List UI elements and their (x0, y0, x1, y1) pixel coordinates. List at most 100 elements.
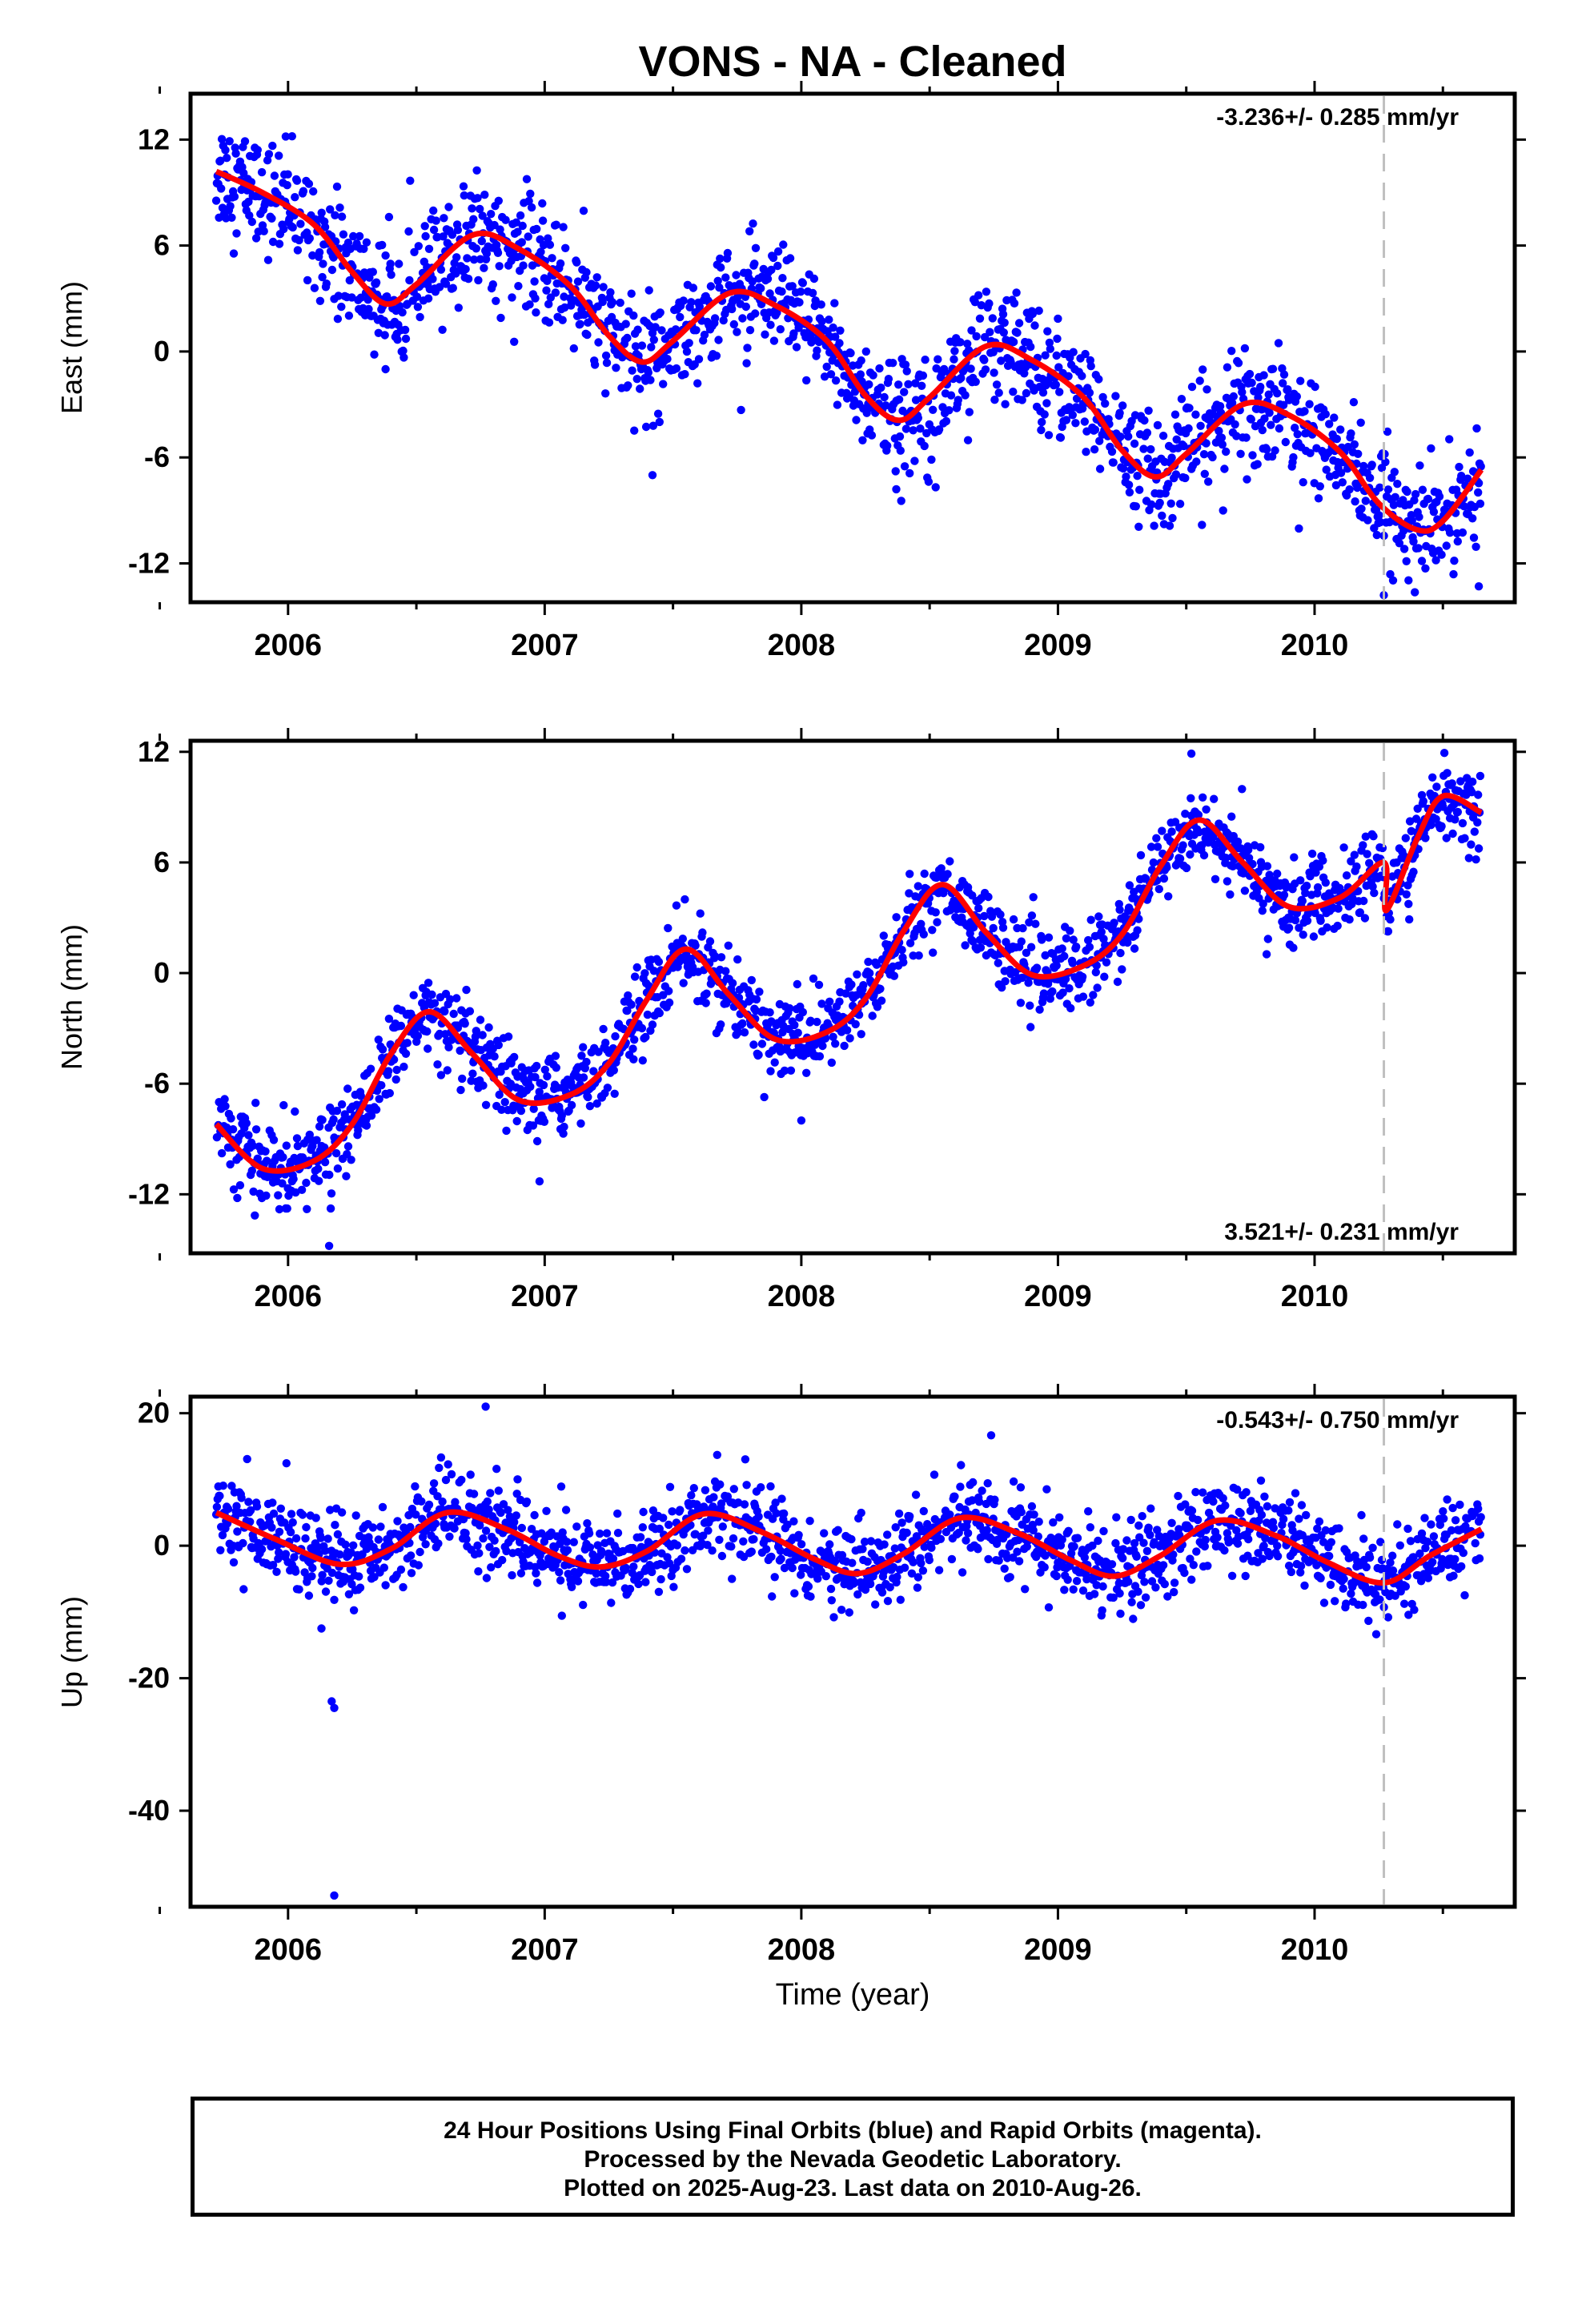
east-data-point (495, 262, 504, 271)
north-data-point (343, 1150, 351, 1159)
up-data-point (492, 1546, 500, 1556)
east-data-point (395, 259, 404, 268)
up-data-point (1139, 1538, 1148, 1547)
east-data-point (1196, 421, 1205, 430)
up-data-point (1201, 1535, 1210, 1545)
up-data-point (863, 1557, 872, 1566)
east-data-point (413, 303, 423, 312)
up-data-point (900, 1563, 909, 1572)
north-data-point (340, 1110, 349, 1119)
north-data-point (540, 1117, 549, 1127)
up-data-point (556, 1482, 566, 1491)
up-data-point (1375, 1595, 1384, 1604)
north-model-curve (214, 792, 1483, 1174)
north-data-point (400, 1062, 408, 1072)
north-data-point (851, 1019, 860, 1029)
east-data-point (1165, 521, 1174, 530)
up-data-point (239, 1538, 247, 1548)
up-data-point (396, 1565, 406, 1574)
up-data-point (638, 1523, 647, 1532)
up-data-point (1386, 1558, 1395, 1567)
east-data-point (1085, 388, 1094, 397)
east-data-point (1306, 448, 1315, 457)
up-data-point (889, 1562, 898, 1572)
north-data-point (279, 1100, 288, 1110)
east-data-point (317, 208, 326, 217)
north-data-point (1167, 827, 1176, 836)
north-data-point (531, 1072, 540, 1082)
north-data-point (516, 1106, 526, 1116)
east-data-point (601, 351, 611, 360)
north-data-point (449, 1009, 458, 1019)
east-data-point (428, 275, 437, 283)
east-data-point (980, 356, 989, 364)
east-data-point (384, 212, 394, 222)
up-data-point (1291, 1489, 1300, 1498)
north-data-point (248, 1141, 257, 1150)
east-data-point (865, 380, 873, 389)
up-data-point (275, 1527, 284, 1537)
north-data-point (1027, 911, 1037, 920)
up-data-point (1362, 1562, 1371, 1572)
north-data-point (502, 1126, 511, 1136)
up-data-point (1415, 1549, 1424, 1558)
north-data-point (1211, 875, 1220, 884)
north-data-point (1158, 826, 1166, 835)
up-data-point (1098, 1582, 1107, 1591)
north-data-point (876, 984, 885, 994)
east-data-point (901, 360, 910, 369)
east-data-point (850, 388, 860, 396)
up-data-point (1421, 1543, 1430, 1553)
east-data-point (594, 338, 603, 347)
east-data-point (985, 299, 994, 308)
north-data-point (798, 1007, 807, 1017)
up-data-point (982, 1526, 992, 1534)
east-data-point (1399, 526, 1408, 535)
east-data-point (751, 309, 760, 318)
east-data-point (1474, 488, 1483, 497)
up-data-point (1127, 1598, 1136, 1606)
east-data-point (1381, 457, 1390, 467)
north-data-point (1468, 778, 1477, 786)
up-data-point (1254, 1549, 1263, 1558)
up-data-point (883, 1530, 892, 1539)
up-data-point (219, 1482, 227, 1490)
east-xtick-label: 2010 (1281, 629, 1349, 662)
north-data-point (974, 903, 983, 913)
up-data-point (780, 1563, 789, 1573)
north-data-point (919, 930, 929, 939)
up-data-point (1233, 1539, 1243, 1548)
east-data-point (957, 373, 966, 383)
north-data-point (366, 1064, 375, 1073)
up-data-point (718, 1522, 727, 1531)
north-data-point (1058, 988, 1067, 997)
up-xtick-label: 2009 (1024, 1933, 1092, 1967)
east-data-point (1167, 453, 1176, 462)
east-data-point (573, 277, 583, 286)
north-ytick-label: -6 (144, 1067, 170, 1100)
chart-title: VONS - NA - Cleaned (638, 38, 1066, 86)
east-data-point (980, 332, 990, 342)
up-data-point (592, 1569, 600, 1578)
up-data-point (412, 1510, 420, 1519)
north-data-point (1113, 977, 1122, 987)
north-data-point (829, 1032, 837, 1042)
north-data-point (1427, 821, 1435, 830)
east-data-point (653, 409, 663, 418)
north-data-point (873, 1003, 882, 1011)
east-data-point (1279, 400, 1288, 409)
north-data-point (654, 957, 664, 967)
east-data-point (281, 132, 291, 141)
north-data-point (702, 989, 711, 998)
east-data-point (1383, 427, 1392, 436)
east-data-point (741, 302, 750, 312)
east-data-point (825, 316, 833, 324)
east-data-point (532, 308, 540, 317)
up-data-point (573, 1577, 583, 1586)
up-data-point (1460, 1590, 1469, 1600)
north-data-point (247, 1166, 256, 1176)
up-data-point (708, 1546, 717, 1555)
up-data-point (733, 1498, 743, 1507)
north-data-point (585, 1102, 595, 1111)
